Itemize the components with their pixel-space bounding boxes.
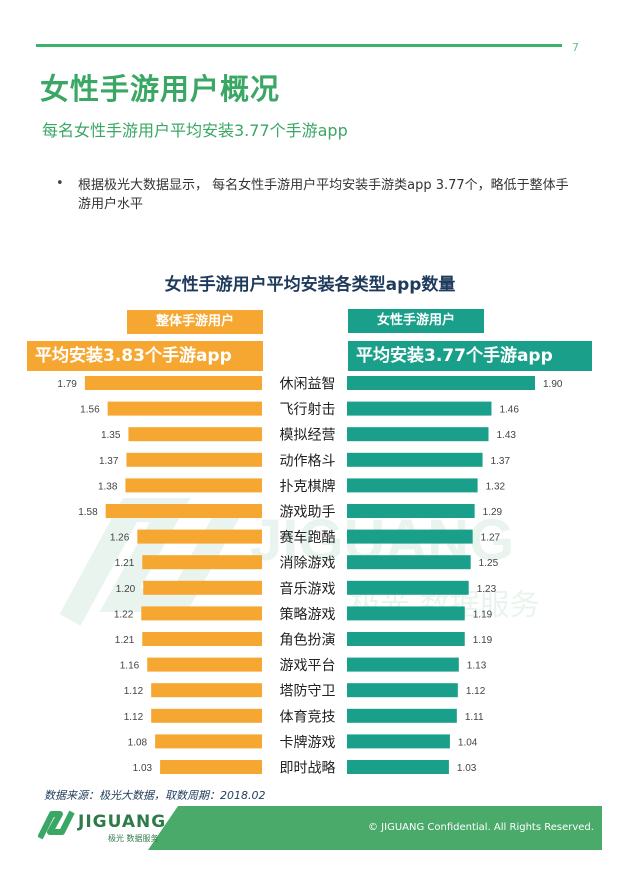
bar-female [347, 529, 473, 544]
bar-female [347, 734, 450, 749]
bar-overall [155, 734, 262, 749]
bar-overall [160, 760, 262, 774]
category-label: 休闲益智 [280, 377, 336, 393]
category-label: 赛车跑酷 [280, 529, 336, 546]
data-label-overall: 1.22 [114, 609, 134, 620]
bar-overall [142, 555, 262, 570]
top-divider-line [36, 44, 562, 47]
category-label: 游戏平台 [280, 658, 336, 674]
bar-overall [137, 529, 262, 544]
data-label-overall: 1.12 [124, 712, 144, 723]
category-label: 音乐游戏 [280, 580, 336, 597]
category-label: 角色扮演 [280, 632, 336, 649]
category-label: 飞行射击 [280, 402, 336, 418]
data-label-overall: 1.58 [78, 507, 98, 518]
bar-overall [143, 580, 262, 595]
category-label: 模拟经营 [280, 428, 336, 444]
bar-female [347, 683, 458, 698]
female-average-banner: 平均安装3.77个手游app [348, 341, 592, 371]
bar-female [347, 504, 475, 518]
bar-overall [142, 632, 262, 646]
legend-overall-users: 整体手游用户 [127, 310, 263, 334]
data-label-overall: 1.56 [80, 405, 100, 416]
data-label-female: 1.37 [491, 456, 511, 467]
data-label-female: 1.12 [466, 686, 486, 697]
data-label-overall: 1.35 [101, 430, 121, 441]
data-label-female: 1.11 [465, 712, 484, 723]
footer-band [178, 806, 602, 850]
footer-band-edge [148, 806, 178, 850]
chart-title: 女性手游用户平均安装各类型app数量 [164, 275, 456, 295]
data-label-overall: 1.26 [110, 533, 130, 544]
page-subtitle: 每名女性手游用户平均安装3.77个手游app [42, 121, 348, 140]
bar-overall [128, 427, 262, 442]
bar-female [347, 708, 457, 723]
logo-subtext: 极光 数据服务 [108, 834, 159, 843]
category-label: 消除游戏 [280, 556, 336, 572]
jiguang-logo-icon [38, 810, 75, 840]
category-label: 游戏助手 [280, 505, 336, 521]
bullet-icon: • [56, 176, 64, 191]
bar-overall [151, 683, 262, 698]
category-label: 动作格斗 [280, 453, 336, 469]
data-label-female: 1.03 [457, 763, 477, 774]
overall-average-banner: 平均安装3.83个手游app [27, 341, 263, 371]
bar-overall [151, 708, 262, 723]
bar-female [347, 427, 489, 442]
category-label: 体育竞技 [280, 708, 336, 725]
data-label-overall: 1.79 [57, 379, 77, 390]
data-label-female: 1.27 [481, 533, 501, 544]
bar-female [347, 478, 478, 493]
bar-female [347, 760, 449, 774]
data-label-female: 1.32 [486, 481, 506, 492]
category-label: 塔防守卫 [280, 684, 336, 700]
page-number: 7 [572, 41, 579, 54]
data-label-female: 1.13 [467, 661, 487, 672]
data-label-overall: 1.08 [128, 737, 148, 748]
data-label-overall: 1.21 [115, 635, 135, 646]
bar-overall [105, 504, 263, 518]
data-label-female: 1.19 [473, 635, 493, 646]
bar-overall [147, 657, 262, 672]
logo-wordmark: JIGUANG [78, 812, 167, 832]
category-label: 即时战略 [280, 761, 336, 777]
bar-female [347, 632, 465, 646]
bar-female [347, 401, 492, 416]
data-source-note: 数据来源：极光大数据，取数周期：2018.02 [44, 789, 266, 802]
page-title: 女性手游用户概况 [40, 72, 281, 106]
bar-female [347, 376, 535, 390]
category-label: 扑克棋牌 [280, 478, 336, 495]
data-label-female: 1.25 [479, 558, 499, 569]
data-label-female: 1.90 [543, 379, 563, 390]
data-label-female: 1.19 [473, 609, 493, 620]
data-label-overall: 1.37 [99, 456, 119, 467]
bar-overall [125, 478, 262, 493]
data-label-overall: 1.21 [115, 558, 135, 569]
data-label-female: 1.04 [458, 737, 478, 748]
bar-overall [107, 401, 262, 416]
data-label-female: 1.46 [499, 405, 519, 416]
butterfly-bar-chart: 1.79 1.90 休闲益智 1.56 1.46 飞行射击 1.35 1.43 模拟经营 1.37… [57, 376, 563, 777]
category-label: 策略游戏 [280, 606, 336, 623]
data-label-overall: 1.03 [133, 763, 153, 774]
bar-female [347, 452, 483, 467]
bar-overall [84, 376, 262, 390]
bar-female [347, 555, 471, 570]
data-label-female: 1.43 [496, 430, 516, 441]
data-label-overall: 1.38 [98, 481, 118, 492]
bar-female [347, 580, 469, 595]
data-label-female: 1.29 [483, 507, 503, 518]
bar-female [347, 606, 465, 621]
data-label-overall: 1.12 [124, 686, 144, 697]
bar-female [347, 657, 459, 672]
bar-overall [141, 606, 262, 621]
footer-copyright: © JIGUANG Confidential. All Rights Reser… [368, 822, 594, 833]
bar-overall [126, 452, 262, 467]
category-label: 卡牌游戏 [280, 734, 336, 751]
data-label-overall: 1.16 [120, 661, 140, 672]
data-label-female: 1.23 [477, 584, 497, 595]
data-label-overall: 1.20 [116, 584, 136, 595]
bullet-text: 根据极光大数据显示， 每名女性手游用户平均安装手游类app 3.77个，略低于整… [78, 178, 569, 212]
legend-female-users: 女性手游用户 [348, 309, 484, 333]
